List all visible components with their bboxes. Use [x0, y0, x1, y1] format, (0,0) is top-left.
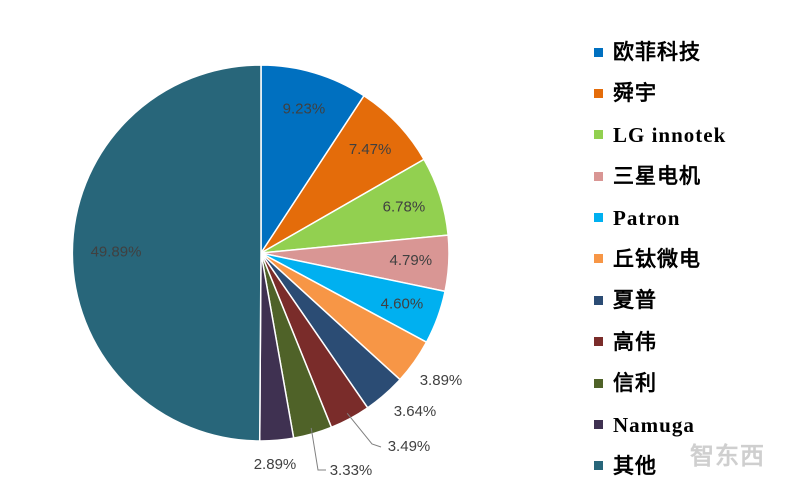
data-label-7: 3.64% — [394, 403, 437, 420]
legend-marker — [594, 213, 603, 223]
legend-marker — [594, 420, 603, 430]
data-label-3: 6.78% — [383, 198, 426, 215]
legend-label: 欧菲科技 — [613, 40, 701, 64]
leader-line-8 — [346, 412, 382, 448]
watermark-logo: 智东西 — [690, 442, 765, 470]
legend-label: 三星电机 — [613, 164, 701, 189]
data-label-5: 4.60% — [381, 295, 424, 312]
pie-slice-11 — [71, 64, 262, 442]
legend-item-namuga: Namuga — [594, 413, 726, 437]
legend-label: Patron — [613, 205, 681, 230]
legend-label: Namuga — [613, 412, 695, 437]
data-label-10: 2.89% — [254, 456, 297, 473]
data-labels: 9.23% 7.47% 6.78% 4.79% 4.60% 3.89% 3.64% 3.49%… — [91, 100, 463, 479]
legend-marker — [594, 254, 603, 264]
legend-label: 高伟 — [613, 329, 657, 354]
data-label-1: 9.23% — [283, 100, 326, 117]
legend-item-others: 其他 — [594, 454, 726, 478]
legend-label: 丘钛微电 — [613, 246, 701, 271]
data-label-11: 49.89% — [91, 243, 142, 260]
legend-item-patron: Patron — [594, 206, 726, 230]
legend-marker — [594, 171, 603, 181]
legend-label: 夏普 — [613, 288, 657, 313]
legend-item-truly: 信利 — [594, 371, 726, 395]
legend-marker — [594, 461, 603, 471]
legend-label: 舜宇 — [613, 81, 657, 106]
legend-marker — [594, 130, 603, 140]
legend-label: 信利 — [613, 371, 657, 396]
data-label-2: 7.47% — [349, 141, 392, 158]
leader-lines — [310, 412, 382, 471]
legend-item-samsung-electro: 三星电机 — [594, 164, 726, 188]
legend-item-cowell: 高伟 — [594, 330, 726, 354]
data-label-9: 3.33% — [330, 462, 373, 479]
legend-item-ofilm: 欧菲科技 — [594, 40, 726, 64]
legend-item-lg-innotek: LG innotek — [594, 123, 726, 147]
legend-item-sunny: 舜宇 — [594, 81, 726, 105]
legend: 欧菲科技 舜宇 LG innotek 三星电机 Patron 丘钛微电 夏普 高… — [594, 40, 726, 478]
legend-marker — [594, 88, 603, 98]
legend-marker — [594, 47, 603, 57]
pie-slice-1 — [260, 64, 365, 254]
data-label-8: 3.49% — [388, 438, 431, 455]
legend-marker — [594, 378, 603, 388]
data-label-4: 4.79% — [390, 252, 433, 269]
legend-item-sharp: 夏普 — [594, 288, 726, 312]
data-label-6: 3.89% — [420, 372, 463, 389]
legend-marker — [594, 337, 603, 347]
pie-slices — [71, 64, 450, 442]
legend-label: 其他 — [613, 453, 657, 478]
legend-item-q-tech: 丘钛微电 — [594, 247, 726, 271]
legend-label: LG innotek — [613, 122, 727, 147]
legend-marker — [594, 295, 603, 305]
leader-line-9 — [310, 427, 326, 471]
